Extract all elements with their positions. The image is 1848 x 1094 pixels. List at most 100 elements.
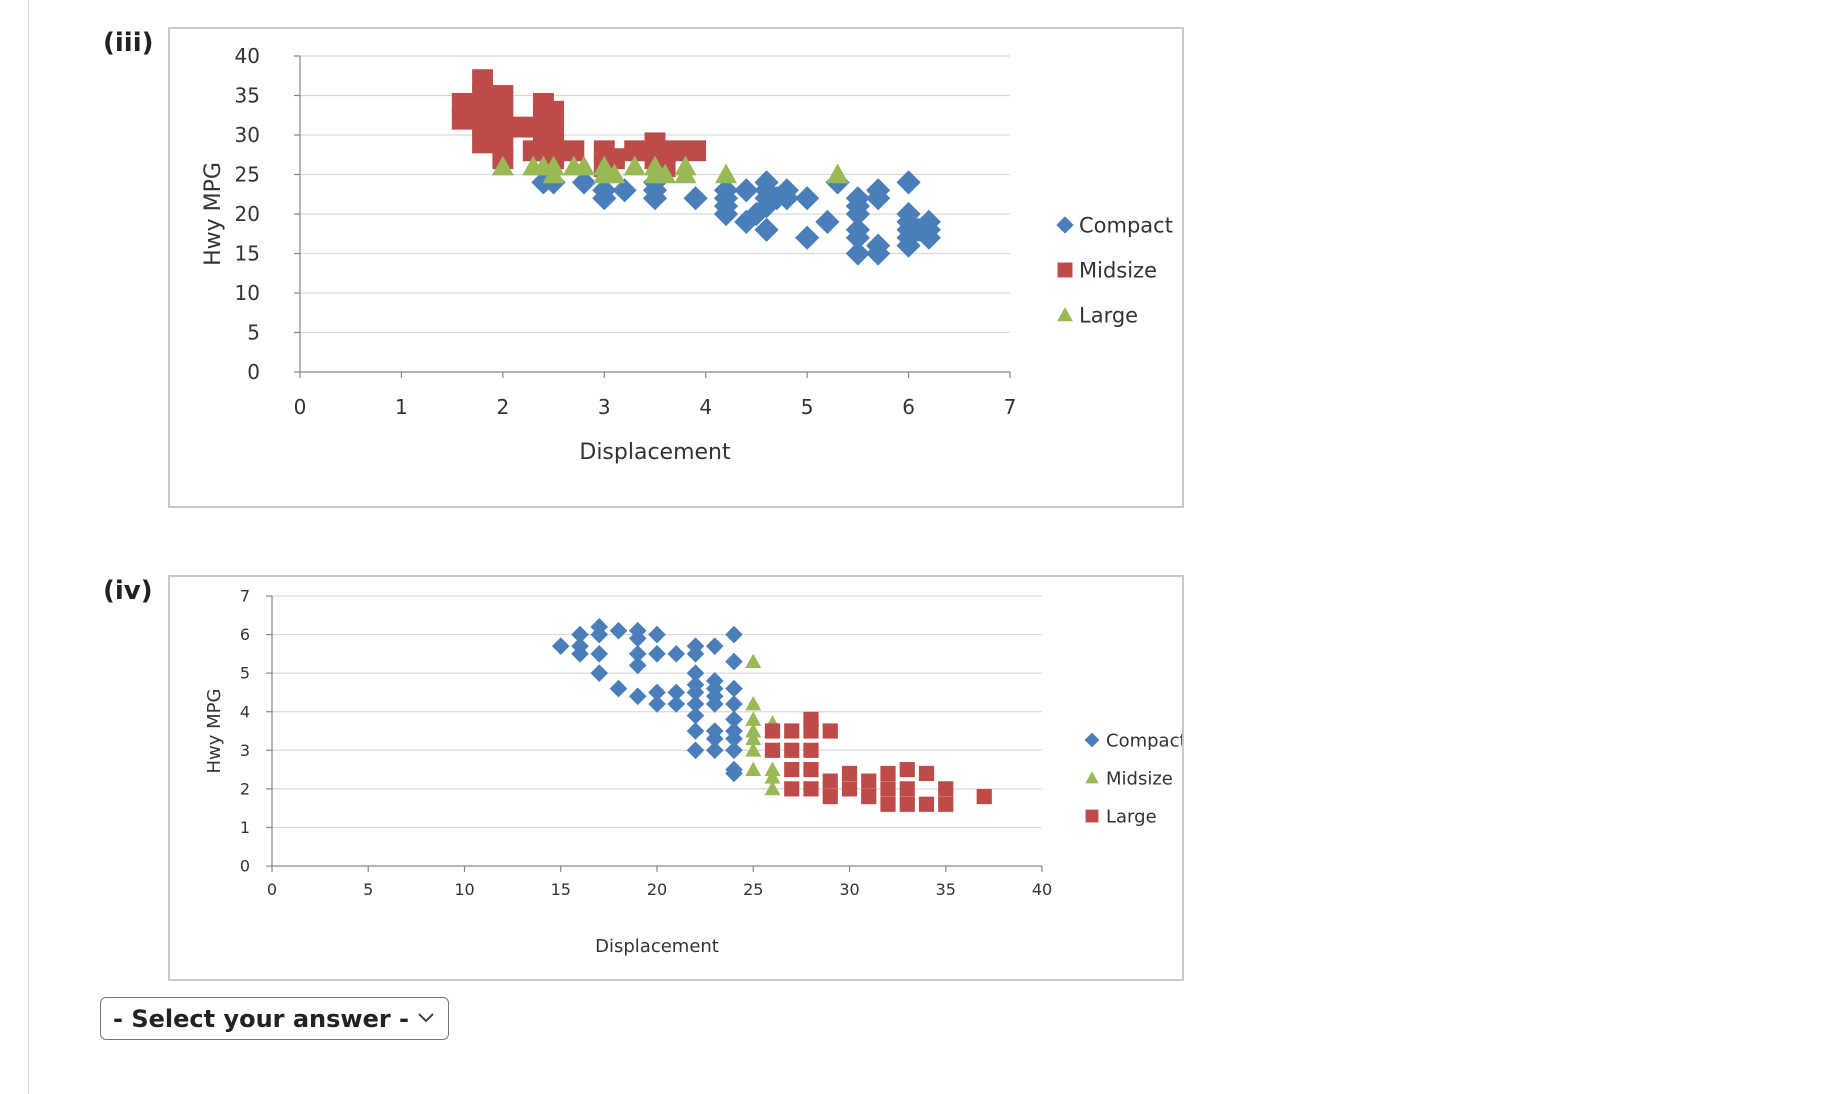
data-point [899, 781, 915, 797]
data-point [654, 163, 677, 184]
data-point [845, 186, 870, 211]
legend-marker [1056, 216, 1074, 234]
x-tick-label: 2 [496, 395, 509, 419]
series-large [764, 711, 992, 812]
data-point [628, 621, 647, 640]
data-point [492, 132, 514, 154]
data-point [686, 675, 705, 694]
legend-marker [1057, 307, 1073, 322]
data-point [866, 233, 891, 258]
legend-marker [1085, 809, 1099, 823]
series-compact [551, 618, 743, 783]
legend-label: Midsize [1106, 768, 1173, 789]
data-point [880, 765, 896, 782]
data-point [725, 760, 743, 779]
series-large [491, 155, 849, 184]
data-point [896, 201, 921, 227]
data-point [826, 163, 849, 184]
data-point [472, 100, 494, 122]
data-point [734, 178, 759, 203]
data-point [784, 742, 800, 758]
chart-iii: 0 5 10 15 20 25 30 35 40 0 1 2 3 4 5 6 7 Displacement Hwy … [201, 44, 1173, 465]
data-point [725, 679, 743, 698]
x-tick-label: 3 [598, 395, 611, 419]
data-point [705, 672, 724, 690]
data-point [822, 773, 838, 789]
part-label-iii: (iii) [103, 28, 154, 58]
data-point [644, 132, 666, 154]
y-axis-label: Hwy MPG [204, 689, 225, 774]
data-point [571, 637, 589, 655]
data-point [685, 140, 707, 162]
data-point [543, 132, 565, 154]
data-point [745, 730, 762, 746]
data-point [543, 116, 565, 138]
answer-select[interactable]: - Select your answer - [100, 997, 449, 1040]
x-tick-label: 0 [267, 880, 277, 899]
data-point [551, 637, 570, 655]
data-point [916, 209, 941, 234]
data-point [764, 742, 781, 758]
data-point [841, 781, 858, 797]
answer-select-label: - Select your answer - [113, 1004, 410, 1033]
data-point [784, 781, 800, 797]
data-point [896, 170, 921, 195]
data-point [592, 178, 617, 203]
data-point [644, 155, 666, 176]
y-tick-label: 7 [240, 587, 250, 606]
data-point [628, 687, 647, 706]
y-tick-label: 20 [235, 202, 260, 226]
data-point [590, 645, 609, 663]
data-point [764, 780, 781, 796]
legend-label: Midsize [1079, 258, 1157, 282]
x-tick-label: 6 [902, 395, 915, 419]
series-compact [531, 170, 941, 266]
data-point [745, 742, 762, 757]
legend-marker [1084, 732, 1100, 748]
data-point [774, 178, 799, 203]
data-point [571, 170, 597, 195]
data-point [938, 796, 954, 812]
data-point [609, 679, 628, 698]
data-point [590, 618, 609, 636]
data-point [745, 696, 762, 711]
data-point [795, 225, 820, 250]
data-point [725, 710, 743, 729]
data-point [674, 155, 697, 176]
y-tick-label: 15 [235, 242, 260, 266]
part-label-iv: (iv) [103, 576, 153, 606]
data-point [492, 100, 514, 122]
data-point [713, 178, 739, 203]
data-point [472, 116, 494, 138]
x-tick-label: 40 [1032, 880, 1052, 899]
y-tick-label: 0 [247, 360, 260, 384]
data-point [590, 664, 609, 682]
legend-label: Large [1106, 806, 1157, 827]
data-point [725, 652, 743, 671]
legend-label: Compact [1079, 213, 1173, 237]
x-axis-label: Displacement [579, 440, 731, 465]
data-point [624, 140, 646, 162]
data-point [795, 186, 820, 211]
y-tick-label: 0 [240, 857, 250, 876]
x-tick-label: 15 [551, 880, 571, 899]
y-tick-label: 5 [240, 664, 250, 683]
data-point [745, 761, 762, 776]
data-point [725, 741, 743, 760]
chevron-down-icon [416, 1005, 436, 1037]
x-tick-label: 20 [647, 880, 667, 899]
data-point [542, 155, 565, 176]
x-tick-label: 1 [395, 395, 408, 419]
data-point [845, 241, 870, 266]
data-point [725, 625, 743, 644]
data-point [899, 761, 915, 778]
data-point [623, 155, 646, 176]
data-point [764, 723, 781, 739]
data-point [648, 645, 666, 663]
data-point [754, 217, 779, 242]
data-point [648, 625, 666, 644]
left-rule [28, 0, 29, 1094]
y-tick-label: 35 [235, 84, 260, 108]
data-point [745, 711, 762, 726]
data-point [664, 140, 686, 162]
